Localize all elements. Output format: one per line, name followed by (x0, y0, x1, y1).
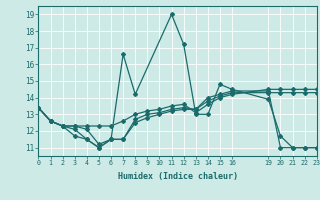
X-axis label: Humidex (Indice chaleur): Humidex (Indice chaleur) (118, 172, 238, 181)
